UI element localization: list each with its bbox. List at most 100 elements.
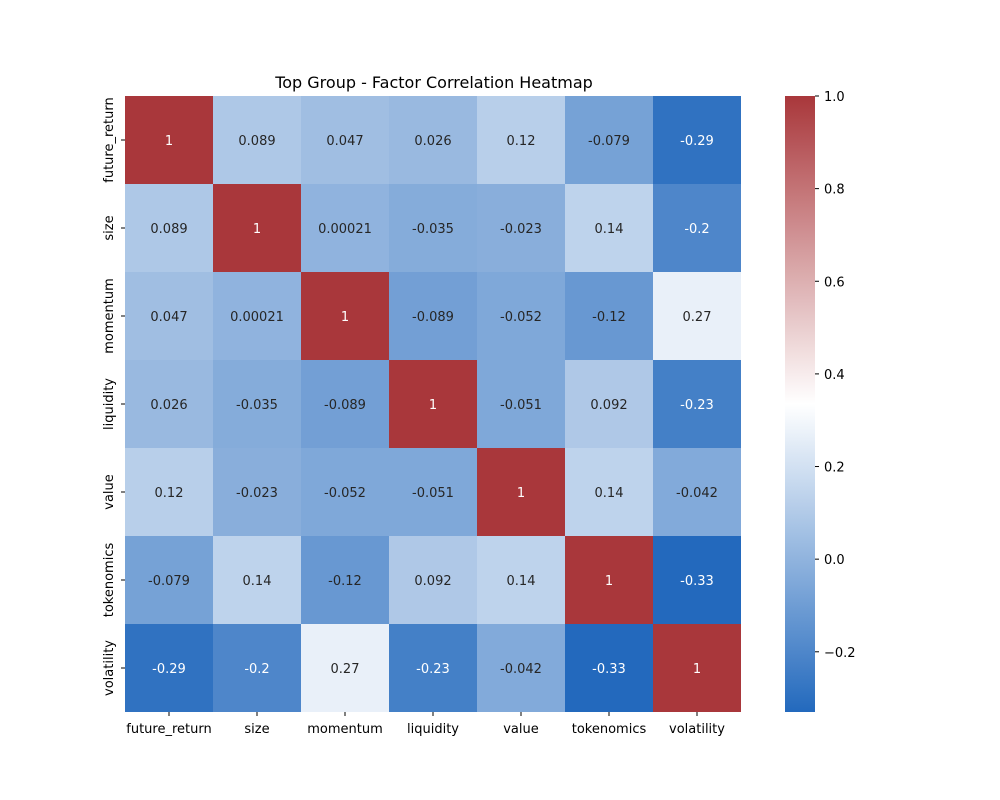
x-tick-label: momentum bbox=[307, 722, 383, 737]
colorbar-tick-label: 0.2 bbox=[824, 461, 845, 476]
cell-annotation: 0.026 bbox=[150, 398, 187, 413]
heatmap-cell bbox=[213, 184, 301, 272]
heatmap-cell bbox=[125, 184, 213, 272]
cell-annotation: -0.035 bbox=[412, 222, 454, 237]
heatmap-cell bbox=[653, 360, 741, 448]
heatmap-cell bbox=[213, 536, 301, 624]
heatmap-cell bbox=[477, 96, 565, 184]
heatmap-cell bbox=[565, 272, 653, 360]
cell-annotation: 1 bbox=[253, 222, 261, 237]
x-axis-ticks: future_return size momentum liquidity value t… bbox=[126, 712, 725, 737]
cell-annotation: -0.035 bbox=[236, 398, 278, 413]
heatmap-cell bbox=[565, 184, 653, 272]
cell-annotation: 1 bbox=[693, 662, 701, 677]
heatmap-cell bbox=[301, 184, 389, 272]
cell-annotation: -0.33 bbox=[592, 662, 626, 677]
cell-annotation: -0.023 bbox=[500, 222, 542, 237]
cell-annotation: -0.079 bbox=[588, 134, 630, 149]
heatmap-cell bbox=[213, 360, 301, 448]
heatmap-cell bbox=[125, 272, 213, 360]
colorbar-tick-label: −0.2 bbox=[824, 646, 856, 661]
y-tick-label: value bbox=[102, 474, 117, 510]
heatmap-cell bbox=[477, 184, 565, 272]
y-tick-label: liquidity bbox=[102, 378, 117, 430]
cell-annotation: 1 bbox=[429, 398, 437, 413]
cell-annotation: 0.047 bbox=[326, 134, 363, 149]
heatmap-cell bbox=[125, 360, 213, 448]
heatmap-cell bbox=[125, 96, 213, 184]
y-tick-label: volatility bbox=[102, 640, 117, 696]
heatmap-cell bbox=[565, 624, 653, 712]
cell-annotation: 0.00021 bbox=[318, 222, 372, 237]
cell-annotation: -0.023 bbox=[236, 486, 278, 501]
cell-annotation: 0.27 bbox=[331, 662, 360, 677]
cell-annotation: 0.089 bbox=[238, 134, 275, 149]
cell-annotation: 0.089 bbox=[150, 222, 187, 237]
colorbar-ticks: 1.0 0.8 0.6 0.4 0.2 0.0 −0.2 bbox=[815, 90, 856, 661]
cell-annotation: 0.00021 bbox=[230, 310, 284, 325]
heatmap-cell bbox=[389, 360, 477, 448]
cell-annotation: -0.12 bbox=[328, 574, 362, 589]
heatmap-cell bbox=[125, 536, 213, 624]
cell-annotation: -0.051 bbox=[500, 398, 542, 413]
heatmap-cell bbox=[565, 536, 653, 624]
heatmap-cell bbox=[389, 448, 477, 536]
cell-annotation: -0.23 bbox=[680, 398, 714, 413]
cell-annotation: -0.052 bbox=[324, 486, 366, 501]
cell-annotation: 0.047 bbox=[150, 310, 187, 325]
cell-annotation: -0.2 bbox=[244, 662, 269, 677]
cell-annotation: -0.29 bbox=[680, 134, 714, 149]
y-tick-label: momentum bbox=[102, 278, 117, 354]
heatmap-cell bbox=[653, 624, 741, 712]
heatmap-cell bbox=[301, 96, 389, 184]
heatmap-cell bbox=[565, 360, 653, 448]
heatmap-cell bbox=[213, 272, 301, 360]
heatmap-cell bbox=[653, 272, 741, 360]
cell-annotation: 1 bbox=[165, 134, 173, 149]
cell-annotation: 0.12 bbox=[155, 486, 184, 501]
colorbar bbox=[785, 96, 815, 712]
heatmap-cell bbox=[301, 448, 389, 536]
x-tick-label: size bbox=[244, 722, 269, 737]
x-tick-label: volatility bbox=[669, 722, 725, 737]
x-tick-label: future_return bbox=[126, 722, 211, 737]
colorbar-tick-label: 0.4 bbox=[824, 368, 845, 383]
chart-title: Top Group - Factor Correlation Heatmap bbox=[274, 73, 593, 92]
x-tick-label: liquidity bbox=[407, 722, 459, 737]
heatmap-cell bbox=[653, 184, 741, 272]
y-tick-label: tokenomics bbox=[102, 543, 117, 618]
cell-annotation: -0.23 bbox=[416, 662, 450, 677]
heatmap-cell bbox=[389, 536, 477, 624]
cell-annotation: 0.092 bbox=[590, 398, 627, 413]
cell-annotation: 0.14 bbox=[243, 574, 272, 589]
cell-annotation: 1 bbox=[341, 310, 349, 325]
cell-annotation: -0.33 bbox=[680, 574, 714, 589]
colorbar-tick-label: 1.0 bbox=[824, 90, 845, 105]
cell-annotation: 0.14 bbox=[595, 222, 624, 237]
cell-annotation: -0.052 bbox=[500, 310, 542, 325]
heatmap-cell bbox=[125, 624, 213, 712]
heatmap-cell bbox=[125, 448, 213, 536]
heatmap-cell bbox=[653, 448, 741, 536]
x-tick-label: tokenomics bbox=[572, 722, 647, 737]
colorbar-tick-label: 0.6 bbox=[824, 275, 845, 290]
cell-annotation: -0.29 bbox=[152, 662, 186, 677]
heatmap-cell bbox=[653, 96, 741, 184]
heatmap-cell bbox=[389, 184, 477, 272]
cell-annotation: -0.2 bbox=[684, 222, 709, 237]
cell-annotation: -0.079 bbox=[148, 574, 190, 589]
heatmap-cells bbox=[125, 96, 741, 712]
heatmap-cell bbox=[477, 448, 565, 536]
cell-annotation: -0.089 bbox=[412, 310, 454, 325]
y-tick-label: size bbox=[102, 215, 117, 240]
cell-annotation: 0.14 bbox=[595, 486, 624, 501]
heatmap-cell bbox=[565, 448, 653, 536]
cell-annotation: 0.27 bbox=[683, 310, 712, 325]
heatmap-cell bbox=[213, 624, 301, 712]
heatmap-cell bbox=[301, 624, 389, 712]
cell-annotations: 1 0.089 0.047 0.026 0.12 -0.079 -0.29 0.089 1 0.0… bbox=[148, 134, 718, 677]
heatmap-cell bbox=[477, 536, 565, 624]
colorbar-tick-label: 0.8 bbox=[824, 183, 845, 198]
